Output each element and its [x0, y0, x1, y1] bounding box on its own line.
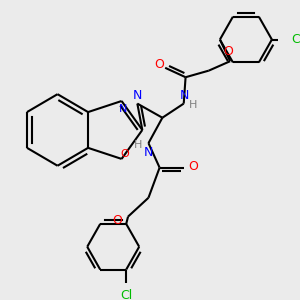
Text: H: H [134, 140, 142, 150]
Text: Cl: Cl [120, 290, 132, 300]
Text: N: N [133, 88, 142, 102]
Text: H: H [189, 100, 197, 110]
Text: O: O [223, 45, 233, 58]
Text: O: O [155, 58, 164, 70]
Text: N: N [180, 88, 189, 102]
Text: N: N [144, 146, 153, 159]
Text: N: N [119, 103, 128, 113]
Text: O: O [120, 149, 129, 159]
Text: Cl: Cl [291, 33, 300, 46]
Text: O: O [112, 214, 122, 227]
Text: O: O [188, 160, 198, 173]
